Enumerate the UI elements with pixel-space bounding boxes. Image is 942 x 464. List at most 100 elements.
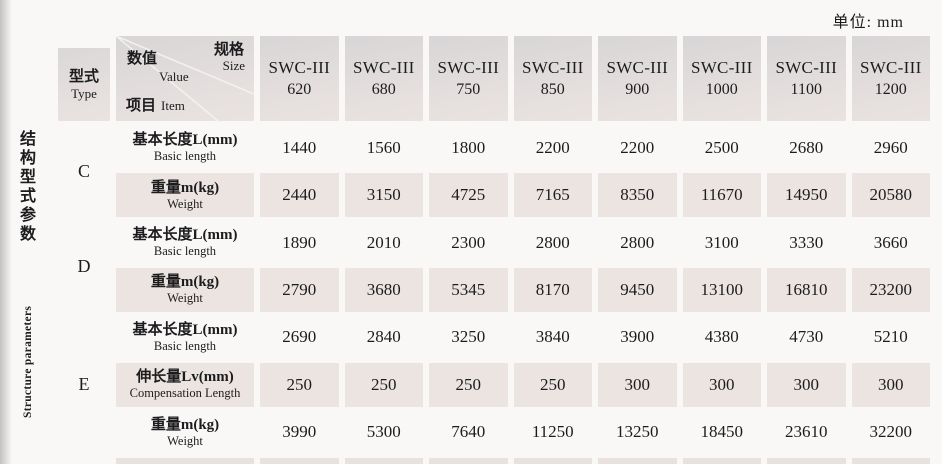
unit-label: 单位: mm: [832, 14, 904, 31]
bottom-edge-segment: [511, 456, 596, 464]
table-cell: 250: [511, 361, 596, 408]
table-cell: 4725: [426, 171, 511, 218]
corner-item-label: 项目 Item: [126, 98, 185, 114]
row-label: 伸长量Lv(mm) Compensation Length: [113, 361, 257, 408]
data-rows: 基本长度L(mm) Basic length 1440 1560 1800 22…: [113, 124, 933, 464]
table-cell: 1800: [451, 137, 486, 157]
table-cell: 16810: [764, 266, 849, 313]
type-header-cn: 型式: [68, 69, 99, 85]
table-cell: 3100: [704, 232, 739, 252]
table-cell: 23610: [785, 422, 828, 442]
table-cell: 2300: [451, 232, 486, 252]
table-cell: 250: [257, 361, 342, 408]
table-cell: 13250: [616, 422, 659, 442]
bottom-edge-segment: [849, 456, 934, 464]
table-cell: 2440: [257, 171, 342, 218]
row-label: 基本长度L(mm) Basic length: [132, 321, 238, 353]
column-header-swc850: SWC-III 850: [511, 36, 596, 124]
bottom-edge-segment: [257, 456, 342, 464]
type-cell-e: E: [78, 374, 90, 395]
table-cell: 8350: [595, 171, 680, 218]
table-cell: 3680: [342, 266, 427, 313]
table-cell: 13100: [680, 266, 765, 313]
table-body: C D E 基本长度L(mm) Basic length 1440 1560 1…: [55, 124, 933, 464]
scan-edge-shadow: [0, 0, 12, 464]
table-cell: 250: [342, 361, 427, 408]
table-cell: 2500: [704, 137, 739, 157]
table-cell: 3660: [873, 232, 908, 252]
header-row: 型式 Type 规格 Size 数值 Value 项目 Item SWC-III 6…: [55, 36, 933, 124]
column-header-swc750: SWC-III 750: [426, 36, 511, 124]
corner-value-cn: 数值: [127, 51, 158, 67]
table-cell: 300: [849, 361, 934, 408]
table-cell: 5210: [873, 327, 908, 347]
table-cell: 7640: [451, 422, 486, 442]
row-label: 重量m(kg) Weight: [150, 416, 220, 448]
row-label: 重量m(kg) Weight: [113, 266, 257, 313]
table-cell: 3900: [620, 327, 655, 347]
table-cell: 2200: [620, 137, 655, 157]
table-cell: 300: [595, 361, 680, 408]
column-header-swc1200: SWC-III 1200: [849, 36, 934, 124]
type-column: C D E: [55, 124, 113, 464]
table-cell: 2790: [257, 266, 342, 313]
corner-value-en: Value: [159, 69, 189, 84]
diagonal-corner-header: 规格 Size 数值 Value 项目 Item: [113, 36, 257, 124]
bottom-edge-segment: [764, 456, 849, 464]
table-cell: 3250: [451, 327, 486, 347]
structure-parameters-table: 型式 Type 规格 Size 数值 Value 项目 Item SWC-III 6…: [55, 36, 933, 464]
corner-size-cn: 规格: [213, 42, 244, 58]
row-c-basic-length: 基本长度L(mm) Basic length 1440 1560 1800 22…: [113, 124, 933, 171]
row-d-weight: 重量m(kg) Weight 2790 3680 5345 8170 9450 …: [113, 266, 933, 313]
row-c-weight: 重量m(kg) Weight 2440 3150 4725 7165 8350 …: [113, 171, 933, 218]
table-cell: 2010: [366, 232, 401, 252]
column-header-swc900: SWC-III 900: [595, 36, 680, 124]
row-e-weight: 重量m(kg) Weight 3990 5300 7640 11250 1325…: [113, 409, 933, 456]
table-cell: 2960: [873, 137, 908, 157]
table-cell: 9450: [595, 266, 680, 313]
side-title-chinese: 结构型式参数: [17, 130, 34, 244]
table-cell: 2690: [282, 327, 317, 347]
type-cell-c: C: [77, 160, 90, 181]
table-cell: 14950: [764, 171, 849, 218]
table-cell: 300: [680, 361, 765, 408]
table-cell: 11250: [531, 422, 574, 442]
table-cell: 3150: [342, 171, 427, 218]
row-label: 基本长度L(mm) Basic length: [132, 132, 238, 164]
table-cell: 5345: [426, 266, 511, 313]
table-cell: 11670: [680, 171, 765, 218]
table-cell: 3330: [789, 232, 824, 252]
column-header-swc620: SWC-III 620: [257, 36, 342, 124]
table-cell: 4730: [789, 327, 824, 347]
bottom-edge-segment: [595, 456, 680, 464]
type-column-header: 型式 Type: [55, 36, 113, 124]
table-cell: 23200: [849, 266, 934, 313]
table-cell: 1560: [366, 137, 401, 157]
table-cell: 2800: [535, 232, 570, 252]
table-cell: 32200: [869, 422, 913, 442]
side-title-english: Structure parameters: [22, 305, 34, 418]
column-header-swc1000: SWC-III 1000: [680, 36, 765, 124]
corner-size-en: Size: [222, 58, 245, 73]
table-cell: 20580: [849, 171, 934, 218]
row-e-basic-length: 基本长度L(mm) Basic length 2690 2840 3250 38…: [113, 314, 933, 361]
table-cell: 2840: [366, 327, 401, 347]
table-cell: 4380: [704, 327, 739, 347]
table-bottom-edge: [113, 456, 933, 464]
table-cell: 3990: [282, 422, 317, 442]
row-e-compensation-length: 伸长量Lv(mm) Compensation Length 250 250 25…: [113, 361, 933, 408]
table-cell: 2200: [535, 137, 570, 157]
bottom-edge-segment: [342, 456, 427, 464]
bottom-edge-segment: [426, 456, 511, 464]
row-label: 重量m(kg) Weight: [113, 171, 257, 218]
column-header-swc1100: SWC-III 1100: [764, 36, 849, 124]
bottom-edge-segment: [680, 456, 765, 464]
table-cell: 7165: [511, 171, 596, 218]
table-cell: 5300: [366, 422, 401, 442]
table-cell: 8170: [511, 266, 596, 313]
bottom-edge-segment: [113, 456, 257, 464]
table-cell: 2800: [620, 232, 655, 252]
table-cell: 300: [764, 361, 849, 408]
column-header-swc680: SWC-III 680: [342, 36, 427, 124]
